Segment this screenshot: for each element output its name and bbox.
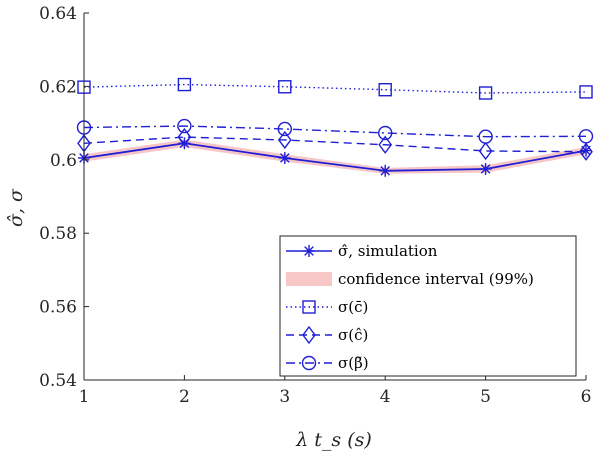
series-line	[83, 136, 587, 153]
legend-entry: σ(ĉ)	[286, 325, 368, 345]
data-point	[378, 135, 393, 154]
data-point	[278, 151, 291, 164]
legend-entry: σ(c̄)	[286, 298, 368, 316]
data-point	[378, 83, 392, 97]
confidence-band-layer	[84, 139, 586, 174]
legend-label: σ(ĉ)	[338, 326, 368, 344]
series-line	[83, 125, 587, 138]
data-point	[277, 130, 292, 150]
legend-box	[279, 235, 577, 377]
legend-entry: σ(β̃)	[286, 354, 369, 372]
y-axis-title: σ̂, σ	[5, 188, 27, 227]
y-tick-label: 0.56	[39, 298, 77, 318]
data-point	[178, 137, 191, 150]
legend-marker	[302, 300, 316, 314]
series-line	[83, 142, 587, 172]
series-3	[76, 118, 594, 144]
data-point	[177, 118, 192, 134]
data-point	[378, 125, 393, 141]
x-tick-label: 1	[79, 387, 90, 407]
legend-swatch	[286, 272, 332, 286]
legend-marker	[303, 245, 315, 257]
data-point	[478, 141, 493, 161]
legend-label: σ̂, simulation	[338, 242, 438, 260]
legend: σ̂, simulation confidence interval (99%) σ…	[279, 235, 577, 377]
x-tick-label: 5	[480, 387, 491, 407]
legend-label: σ(β̃)	[338, 354, 369, 372]
legend-marker	[301, 355, 317, 371]
x-axis-ticks: 1 2 3 4 5 6	[79, 375, 592, 407]
data-point	[479, 162, 492, 175]
legend-entry: confidence interval (99%)	[286, 270, 534, 288]
series-layer	[76, 77, 594, 177]
data-point	[579, 85, 593, 99]
data-point	[579, 142, 593, 161]
data-point	[177, 77, 192, 92]
series-1	[77, 77, 593, 100]
y-tick-label: 0.54	[39, 371, 77, 391]
legend-label: confidence interval (99%)	[338, 270, 534, 288]
axes-layer	[83, 13, 586, 381]
x-tick-label: 2	[179, 387, 190, 407]
data-point	[278, 80, 292, 94]
y-tick-label: 0.62	[39, 77, 77, 97]
series-line	[83, 83, 587, 94]
data-point	[277, 121, 292, 137]
x-tick-label: 4	[380, 387, 391, 407]
data-point	[478, 86, 493, 100]
x-tick-label: 6	[581, 387, 592, 407]
legend-entry: σ̂, simulation	[286, 242, 438, 260]
x-axis-title: λ t_s (s)	[295, 429, 372, 451]
legend-label: σ(c̄)	[338, 298, 368, 316]
y-tick-label: 0.64	[39, 4, 77, 24]
y-axis-ticks: 0.54 0.56 0.58 0.6 0.62 0.64	[39, 4, 89, 391]
data-point	[580, 144, 592, 157]
data-point	[379, 164, 392, 177]
x-tick-label: 3	[279, 387, 290, 407]
confidence-band	[84, 139, 586, 174]
series-0	[78, 137, 592, 177]
y-tick-label: 0.6	[50, 151, 77, 171]
series-2	[77, 127, 593, 161]
y-tick-label: 0.58	[39, 224, 77, 244]
legend-marker	[302, 325, 316, 345]
